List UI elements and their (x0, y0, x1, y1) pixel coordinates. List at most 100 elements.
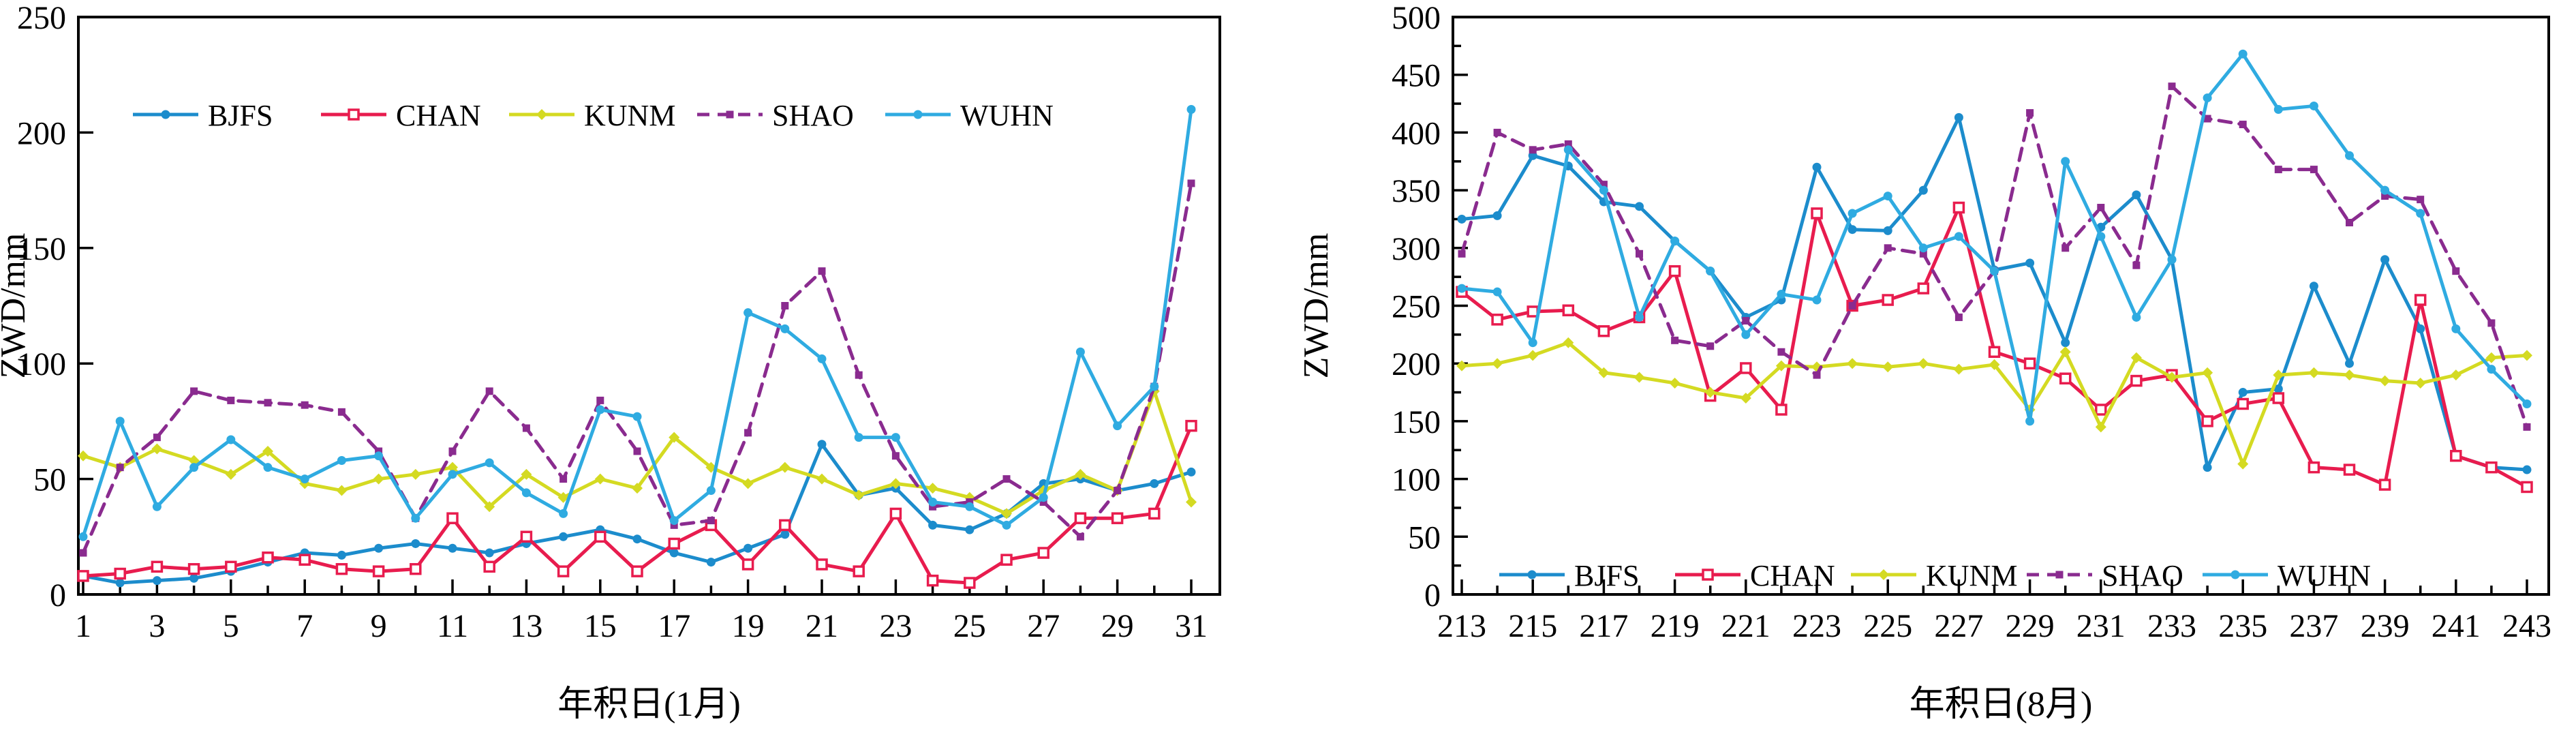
y-tick-label: 200 (1392, 346, 1441, 382)
x-tick-label: 235 (2218, 608, 2267, 644)
data-point-marker (1670, 237, 1680, 246)
data-point-marker (114, 567, 126, 580)
data-point-marker (557, 492, 569, 503)
x-tick-label: 233 (2147, 608, 2196, 644)
legend-item-SHAO: SHAO (2027, 559, 2183, 592)
data-point-marker (1457, 284, 1467, 293)
data-point-marker (2272, 392, 2285, 404)
data-point-marker (2523, 423, 2531, 431)
data-point-marker (631, 565, 643, 577)
data-point-marker (1918, 358, 1929, 369)
data-point-marker (227, 396, 235, 404)
data-point-marker (1635, 312, 1644, 322)
data-point-marker (1812, 295, 1822, 305)
data-point-marker (2485, 461, 2498, 474)
data-point-marker (2273, 384, 2283, 393)
data-point-marker (79, 549, 87, 557)
data-point-marker (1075, 468, 1086, 480)
data-point-marker (446, 512, 459, 524)
data-point-marker (262, 445, 273, 457)
data-point-marker (2201, 415, 2213, 427)
y-tick-label: 300 (1392, 231, 1441, 267)
data-point-marker (1528, 338, 1537, 348)
legend-item-BJFS: BJFS (1499, 559, 1639, 592)
x-tick-label: 31 (1175, 608, 1208, 644)
data-point-marker (2380, 185, 2390, 195)
data-point-marker (1878, 569, 1889, 580)
x-tick-label: 27 (1027, 608, 1060, 644)
data-point-marker (1148, 507, 1161, 520)
x-tick-label: 7 (296, 608, 313, 644)
data-point-marker (1669, 377, 1681, 389)
data-point-marker (1599, 181, 1608, 189)
data-point-marker (411, 513, 420, 523)
y-tick-label: 100 (17, 346, 66, 382)
data-point-marker (742, 478, 754, 489)
data-point-marker (2380, 255, 2390, 264)
legend-label-CHAN: CHAN (396, 99, 481, 132)
data-point-marker (2202, 367, 2213, 378)
data-point-marker (2023, 357, 2036, 369)
data-point-marker (2485, 352, 2497, 363)
data-point-marker (926, 574, 939, 587)
data-point-marker (2025, 417, 2035, 426)
data-point-marker (2061, 244, 2070, 252)
data-point-marker (1954, 313, 1963, 321)
data-point-marker (2095, 421, 2106, 433)
data-point-marker (816, 473, 827, 485)
data-point-marker (1598, 367, 1610, 378)
data-point-marker (1492, 287, 1502, 297)
x-tick-label: 223 (1792, 608, 1841, 644)
x-tick-label: 23 (879, 608, 912, 644)
data-point-marker (2273, 105, 2283, 115)
data-point-marker (536, 109, 547, 120)
data-point-marker (1187, 179, 1195, 187)
data-point-marker (374, 543, 384, 553)
data-point-marker (1706, 267, 1715, 276)
data-point-marker (928, 520, 938, 530)
x-tick-label: 241 (2432, 608, 2481, 644)
data-point-marker (557, 565, 570, 577)
data-point-marker (1742, 317, 1750, 325)
data-point-marker (2307, 461, 2320, 474)
data-point-marker (1002, 475, 1011, 483)
data-point-marker (348, 108, 360, 121)
data-point-marker (2055, 571, 2064, 579)
data-point-marker (2132, 190, 2141, 200)
data-point-marker (965, 502, 975, 511)
data-point-marker (1918, 243, 1928, 253)
data-point-marker (1491, 314, 1503, 326)
data-point-marker (966, 498, 974, 506)
x-tick-label: 1 (75, 608, 91, 644)
data-point-marker (632, 534, 642, 544)
data-point-marker (151, 443, 163, 455)
y-tick-label: 350 (1392, 173, 1441, 209)
data-point-marker (1704, 387, 1716, 398)
data-point-marker (153, 434, 161, 442)
data-point-marker (2450, 449, 2462, 462)
data-point-marker (116, 464, 124, 472)
data-point-marker (2237, 397, 2249, 410)
data-point-marker (890, 478, 902, 489)
data-point-marker (1150, 479, 1159, 488)
data-point-marker (779, 462, 791, 473)
data-point-marker (1457, 214, 1467, 224)
data-point-marker (78, 450, 89, 462)
data-point-marker (2166, 372, 2177, 383)
data-point-marker (817, 354, 827, 363)
data-point-marker (1527, 570, 1537, 579)
data-point-marker (1990, 267, 1999, 276)
data-point-marker (1039, 493, 1048, 502)
data-point-marker (2343, 464, 2356, 476)
data-point-marker (2095, 404, 2107, 416)
data-point-marker (669, 548, 679, 558)
data-point-marker (816, 558, 828, 571)
data-point-marker (2452, 267, 2460, 275)
data-point-marker (375, 447, 383, 455)
data-point-marker (818, 267, 826, 275)
data-point-marker (706, 558, 716, 567)
data-point-marker (1775, 404, 1788, 416)
data-point-marker (2417, 196, 2425, 204)
legend-label-BJFS: BJFS (208, 99, 273, 132)
